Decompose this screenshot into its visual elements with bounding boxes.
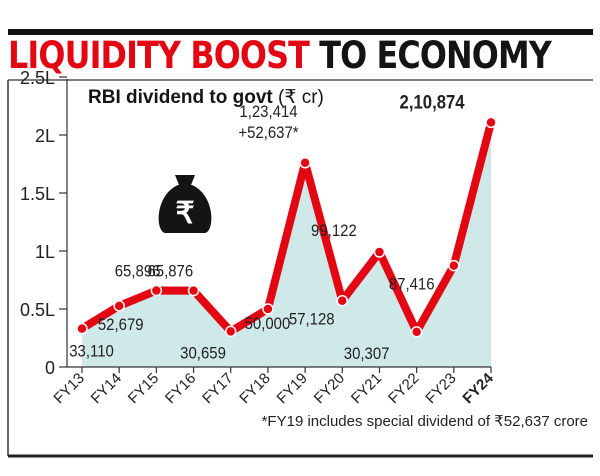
data-point: [150, 284, 163, 297]
data-point: [76, 322, 88, 335]
data-label: 1,23,414: [239, 103, 297, 121]
chart-title-unit: (₹ cr): [278, 87, 324, 108]
data-label: 87,416: [389, 276, 435, 294]
data-label: 65,896: [115, 263, 161, 281]
y-tick-label: 1.5L: [20, 184, 55, 204]
data-label: 33,110: [69, 343, 114, 361]
data-label: 52,679: [98, 316, 144, 334]
headline: LIQUIDITY BOOST TO ECONOMY: [8, 34, 552, 78]
x-tick-label: FY19: [274, 370, 311, 407]
y-tick-label: 2.5L: [20, 68, 55, 88]
data-point: [224, 325, 237, 338]
data-label: 30,307: [344, 345, 390, 363]
chart-title: RBI dividend to govt: [88, 87, 273, 108]
x-tick-label: FY16: [162, 370, 199, 407]
data-point: [485, 116, 497, 129]
data-point: [299, 157, 311, 169]
data-point: [373, 246, 386, 258]
data-label: 30,659: [180, 345, 226, 363]
x-tick-label: FY14: [88, 370, 125, 407]
x-tick-label: FY21: [348, 370, 385, 407]
x-tick-label: FY23: [422, 370, 459, 407]
data-point: [262, 303, 274, 315]
data-label: 57,128: [289, 311, 335, 329]
data-point: [448, 259, 460, 272]
series-line: [78, 118, 495, 336]
x-tick-label: FY13: [50, 370, 87, 407]
data-label: 2,10,874: [400, 91, 465, 112]
rupee-money-bag-icon: ₹: [158, 175, 212, 233]
data-label: 65,876: [147, 263, 193, 281]
top-rule: [8, 29, 593, 35]
x-tick-label: FY20: [311, 370, 348, 407]
data-point: [187, 284, 200, 297]
rupee-symbol: ₹: [175, 197, 194, 230]
x-tick-label: FY18: [236, 370, 273, 407]
data-point: [410, 326, 423, 338]
headline-red: LIQUIDITY BOOST: [8, 34, 310, 77]
footnote: *FY19 includes special dividend of ₹52,6…: [262, 413, 588, 430]
data-point: [113, 300, 125, 312]
x-tick-label: FY24: [459, 369, 497, 407]
bag-body: [158, 185, 212, 233]
y-tick-label: 1L: [35, 242, 55, 262]
data-label: 99,122: [311, 222, 357, 240]
x-tick-label: FY22: [385, 370, 422, 407]
x-tick-label: FY15: [125, 370, 162, 407]
y-tick-label: 0: [45, 358, 55, 378]
data-point: [336, 294, 349, 307]
headline-black: TO ECONOMY: [319, 34, 552, 77]
fy19-special-label: +52,637*: [238, 124, 298, 142]
data-label: 50,000: [245, 315, 291, 333]
y-tick-label: 0.5L: [20, 300, 55, 320]
bag-neck: [175, 175, 195, 185]
y-tick-label: 2L: [35, 126, 55, 146]
x-tick-label: FY17: [199, 370, 236, 407]
